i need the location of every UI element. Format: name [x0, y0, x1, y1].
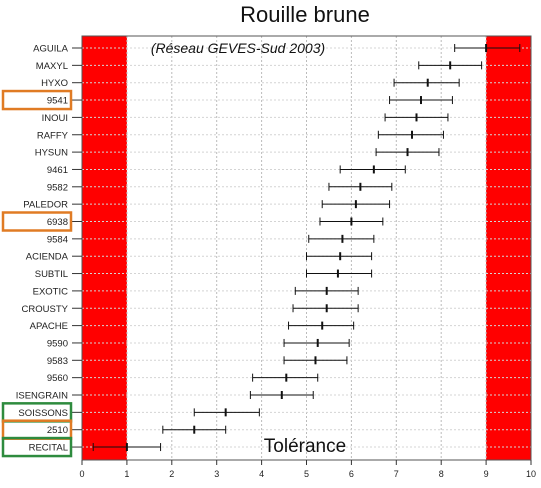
x-tick-label-3: 3 — [214, 469, 219, 479]
category-label-9583: 9583 — [47, 356, 68, 367]
shaded-range-1 — [486, 36, 531, 460]
category-label-6938: 6938 — [47, 217, 68, 228]
x-tick-label-9: 9 — [484, 469, 489, 479]
highlight-box-9541 — [1, 89, 73, 111]
highlight-box-RECITAL — [1, 436, 73, 458]
category-label-2510: 2510 — [47, 425, 68, 436]
x-tick-label-6: 6 — [349, 469, 354, 479]
x-tick-label-0: 0 — [79, 469, 84, 479]
category-label-INOUI: INOUI — [42, 113, 68, 124]
category-label-9582: 9582 — [47, 182, 68, 193]
category-label-RECITAL: RECITAL — [29, 443, 68, 454]
x-tick-label-4: 4 — [259, 469, 264, 479]
x-tick-label-8: 8 — [439, 469, 444, 479]
x-tick-label-1: 1 — [124, 469, 129, 479]
tolerance-annotation: Tolérance — [264, 436, 346, 457]
category-label-SUBTIL: SUBTIL — [35, 269, 68, 280]
x-tick-label-10: 10 — [526, 469, 536, 479]
x-tick-label-5: 5 — [304, 469, 309, 479]
shaded-range-0 — [82, 36, 127, 460]
category-label-9461: 9461 — [47, 165, 68, 176]
category-label-APACHE: APACHE — [30, 321, 68, 332]
category-label-ACIENDA: ACIENDA — [26, 252, 69, 263]
category-label-RAFFY: RAFFY — [37, 130, 69, 141]
category-label-EXOTIC: EXOTIC — [33, 286, 69, 297]
highlight-box-6938 — [1, 211, 73, 232]
category-label-ISENGRAIN: ISENGRAIN — [16, 391, 68, 402]
chart-subtitle: (Réseau GEVES-Sud 2003) — [151, 40, 325, 56]
chart-title: Rouille brune — [240, 2, 370, 27]
category-label-PALEDOR: PALEDOR — [23, 200, 68, 211]
category-label-9560: 9560 — [47, 373, 68, 384]
plot-area: AGUILAMAXYLHYXO9541INOUIRAFFYHYSUN946195… — [1, 35, 536, 479]
category-label-MAXYL: MAXYL — [36, 61, 68, 72]
category-label-9590: 9590 — [47, 338, 68, 349]
category-label-9541: 9541 — [47, 96, 68, 107]
x-tick-label-7: 7 — [394, 469, 399, 479]
category-label-CROUSTY: CROUSTY — [22, 304, 69, 315]
category-label-HYXO: HYXO — [41, 78, 68, 89]
category-label-SOISSONS: SOISSONS — [18, 408, 68, 419]
category-label-AGUILA: AGUILA — [33, 44, 69, 55]
category-label-9584: 9584 — [47, 234, 68, 245]
x-tick-label-2: 2 — [169, 469, 174, 479]
category-label-HYSUN: HYSUN — [35, 148, 68, 159]
